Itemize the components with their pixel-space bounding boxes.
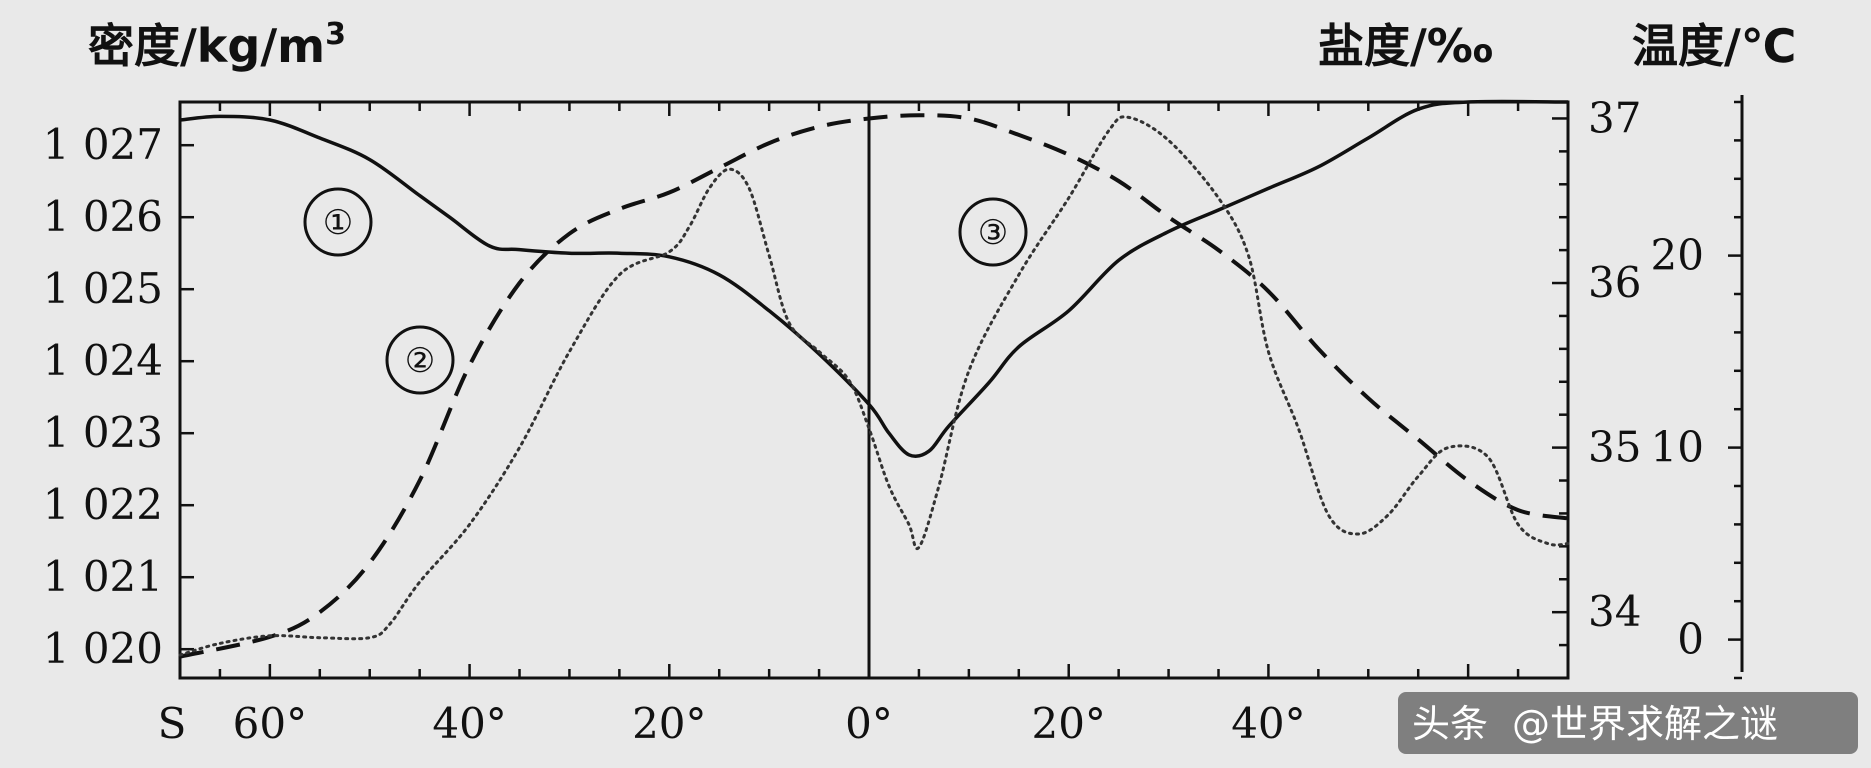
density-line [179,99,1569,458]
watermark-brand: 头条 [1412,702,1488,746]
x-tick-label: 40° [432,699,506,748]
density-tick-label: 1 022 [43,480,163,529]
salinity-tick-label: 36 [1588,258,1641,307]
x-tick-label: 20° [632,699,706,748]
density-tick-label: 1 020 [43,624,163,673]
salinity-line [179,113,1569,659]
temperature-axis-title: 温度/℃ [1632,19,1797,73]
salinity-tick-label: 35 [1588,423,1641,472]
axis-tick-labels: 1 020 1 021 1 022 1 023 1 024 1 025 1 026 1 027… [43,93,1704,748]
watermark-handle: @世界求解之谜 [1512,702,1778,746]
density-tick-label: 1 027 [43,120,163,169]
density-tick-label: 1 021 [43,552,163,601]
salinity-tick-label: 34 [1588,587,1641,636]
density-tick-label: 1 024 [43,336,163,385]
x-tick-label: 20° [1031,699,1105,748]
watermark: 头条 @世界求解之谜 [1398,692,1858,754]
x-tick-label: 0° [845,699,893,748]
plot-frame [178,100,1570,680]
salinity-tick-label: 37 [1588,93,1641,142]
x-tick-label: 60° [233,699,307,748]
svg-text:①: ① [323,203,353,243]
axis-ticks [180,100,1742,680]
x-prefix-label: S [158,699,187,748]
svg-text:②: ② [405,341,435,381]
series-marker-1: ① [303,187,373,257]
x-tick-label: 40° [1231,699,1305,748]
salinity-axis-title: 盐度/‰ [1318,19,1493,73]
svg-text:③: ③ [978,213,1008,253]
density-tick-label: 1 023 [43,408,163,457]
series-marker-2: ② [385,325,455,395]
density-tick-label: 1 025 [43,264,163,313]
density-axis-title: 密度/kg/m3 [88,17,346,73]
temperature-tick-label: 20 [1651,231,1704,280]
temperature-tick-label: 0 [1677,615,1704,664]
temperature-line [178,115,1570,657]
density-tick-label: 1 026 [43,192,163,241]
series-marker-3: ③ [958,197,1028,267]
temperature-tick-label: 10 [1651,423,1704,472]
